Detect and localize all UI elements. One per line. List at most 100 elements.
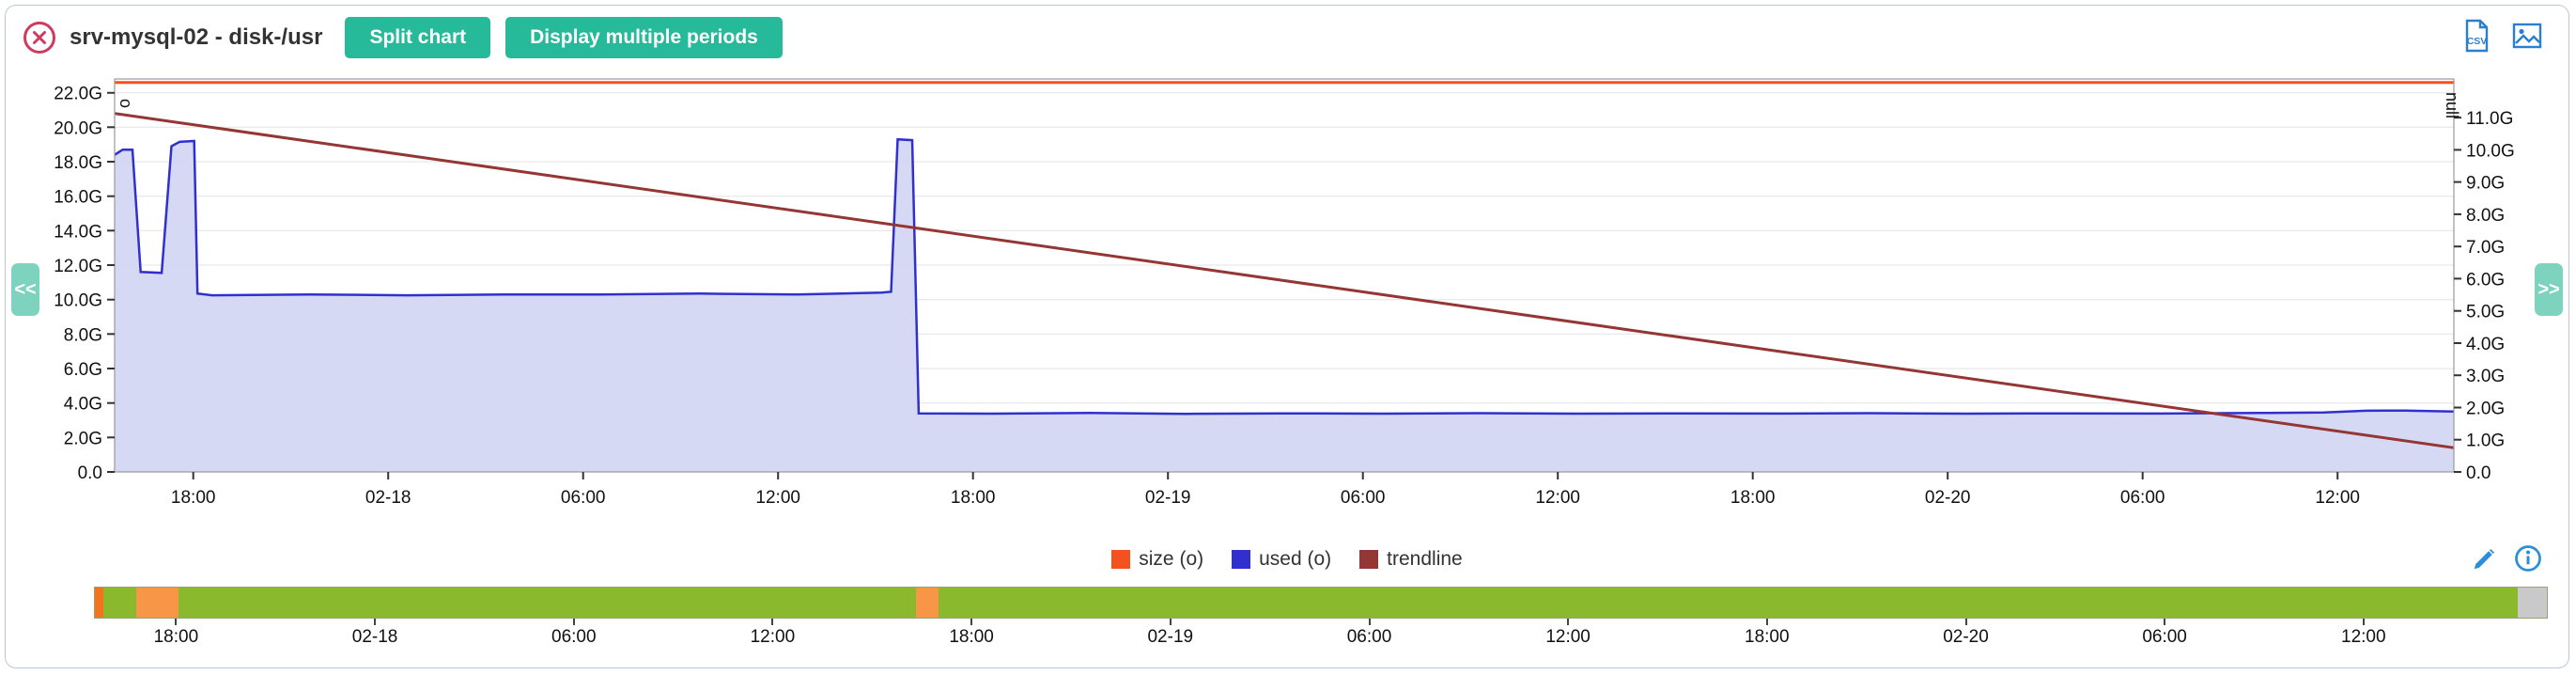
overview-tick-label: 18:00 <box>1745 627 1790 647</box>
overview-segment-1[interactable] <box>102 588 136 618</box>
legend-item-2[interactable]: trendline <box>1359 548 1463 571</box>
overview-tick-label: 18:00 <box>949 627 994 647</box>
legend-item-0[interactable]: size (o) <box>1111 548 1203 571</box>
legend-row: size (o) used (o) trendline <box>6 540 2568 579</box>
overview-segment-5[interactable] <box>939 588 2518 618</box>
y-axis-right: 0.0 1.0G 2.0G 3.0G 4.0G 5.0G 6.0G 7.0G 8.0G 9.0G 1… <box>2454 109 2515 483</box>
svg-text:12:00: 12:00 <box>2315 488 2360 508</box>
overview-tick <box>771 619 774 625</box>
overview-tick-label: 02-18 <box>351 627 398 647</box>
overview-tick-label: 02-20 <box>1943 627 1989 647</box>
overview-tick <box>1567 619 1570 625</box>
overview-tick <box>175 619 178 625</box>
legend-swatch <box>1111 550 1131 569</box>
svg-text:2.0G: 2.0G <box>2466 400 2505 419</box>
overview-segment-3[interactable] <box>178 588 916 618</box>
legend-label: trendline <box>1387 548 1463 570</box>
timeline-axis: 18:00 02-18 06:00 12:00 18:00 02-19 06:00 12:00… <box>94 619 2548 652</box>
svg-text:12:00: 12:00 <box>1535 488 1580 508</box>
overview-tick <box>1765 619 1768 625</box>
svg-text:8.0G: 8.0G <box>64 325 102 345</box>
overview-segment-0[interactable] <box>95 588 103 618</box>
export-csv-button[interactable]: CSV <box>2458 17 2495 59</box>
svg-text:3.0G: 3.0G <box>2466 367 2505 386</box>
legend-icons <box>2471 544 2542 577</box>
svg-text:18:00: 18:00 <box>1730 488 1776 508</box>
overview-tick-label: 12:00 <box>1545 627 1591 647</box>
csv-export-icon: CSV <box>2465 19 2489 52</box>
series-line-1 <box>114 137 2455 416</box>
disk-usage-chart[interactable]: 18:00 02-18 06:00 12:00 18:00 02-19 06:00 12:00… <box>6 70 2569 540</box>
svg-text:02-18: 02-18 <box>365 488 411 508</box>
overview-tick-label: 06:00 <box>1346 627 1392 647</box>
overview-segment-4[interactable] <box>915 588 939 618</box>
svg-text:06:00: 06:00 <box>561 488 606 508</box>
overview-tick <box>1169 619 1172 625</box>
svg-text:8.0G: 8.0G <box>2466 206 2505 226</box>
graph-info-button[interactable] <box>2514 544 2542 577</box>
display-multiple-periods-button[interactable]: Display multiple periods <box>505 17 783 58</box>
overview-tick-label: 06:00 <box>551 627 597 647</box>
svg-text:6.0G: 6.0G <box>64 360 102 380</box>
overview-tick <box>1368 619 1371 625</box>
svg-text:22.0G: 22.0G <box>54 85 102 104</box>
export-image-button[interactable] <box>2508 17 2546 59</box>
svg-text:12:00: 12:00 <box>755 488 800 508</box>
svg-text:20.0G: 20.0G <box>54 118 102 138</box>
overview-segment-2[interactable] <box>135 588 179 618</box>
legend-label: used (o) <box>1259 548 1332 570</box>
svg-text:12.0G: 12.0G <box>54 257 102 276</box>
graph-panel: srv-mysql-02 - disk-/usr Split chart Dis… <box>5 5 2569 668</box>
info-icon <box>2515 545 2541 572</box>
svg-text:02-19: 02-19 <box>1145 488 1191 508</box>
legend-item-1[interactable]: used (o) <box>1232 548 1331 571</box>
scroll-back-button[interactable]: << <box>11 263 39 316</box>
overview-segment-6[interactable] <box>2517 588 2547 618</box>
overview-tick <box>2362 619 2365 625</box>
legend-label: size (o) <box>1139 548 1204 570</box>
y-axis-left: 0.0 2.0G 4.0G 6.0G 8.0G 10.0G 12.0G 14.0G 16.0G 1… <box>54 85 115 483</box>
svg-text:11.0G: 11.0G <box>2466 109 2513 129</box>
timeline-overview: 18:00 02-18 06:00 12:00 18:00 02-19 06:00 12:00… <box>94 587 2548 652</box>
graph-header: srv-mysql-02 - disk-/usr Split chart Dis… <box>6 6 2568 70</box>
svg-text:14.0G: 14.0G <box>54 222 102 242</box>
x-axis: 18:00 02-18 06:00 12:00 18:00 02-19 06:00 12:00… <box>171 472 2360 508</box>
pencil-icon <box>2474 549 2494 570</box>
overview-tick <box>2164 619 2166 625</box>
svg-text:06:00: 06:00 <box>1341 488 1386 508</box>
split-chart-button[interactable]: Split chart <box>345 17 491 58</box>
right-axis-label: null <box>2443 92 2461 118</box>
overview-tick-label: 12:00 <box>750 627 796 647</box>
left-axis-unit-label: o <box>115 99 133 108</box>
overview-tick <box>572 619 575 625</box>
close-icon <box>23 22 55 54</box>
timeline-brush-bar[interactable] <box>94 587 2548 619</box>
svg-text:6.0G: 6.0G <box>2466 270 2505 290</box>
series-line-2 <box>114 112 2455 449</box>
overview-tick-label: 18:00 <box>153 627 199 647</box>
csv-icon-label: CSV <box>2467 36 2488 47</box>
svg-text:16.0G: 16.0G <box>54 188 102 208</box>
overview-tick <box>1964 619 1967 625</box>
series-area-1 <box>115 139 2454 472</box>
edit-graph-button[interactable] <box>2471 544 2499 577</box>
svg-text:2.0G: 2.0G <box>64 429 102 448</box>
svg-text:0.0: 0.0 <box>2466 463 2491 483</box>
plot-border <box>114 78 2455 473</box>
overview-tick-label: 06:00 <box>2142 627 2187 647</box>
svg-text:18:00: 18:00 <box>951 488 996 508</box>
svg-text:18.0G: 18.0G <box>54 153 102 173</box>
overview-tick <box>970 619 973 625</box>
svg-text:06:00: 06:00 <box>2120 488 2165 508</box>
legend-swatch <box>1359 550 1379 569</box>
image-export-icon <box>2512 23 2542 48</box>
legend-swatch <box>1232 550 1251 569</box>
overview-tick <box>374 619 377 625</box>
scroll-forward-button[interactable]: >> <box>2535 263 2563 316</box>
svg-text:10.0G: 10.0G <box>2466 141 2515 161</box>
close-button[interactable] <box>21 19 58 56</box>
svg-text:4.0G: 4.0G <box>2466 335 2505 354</box>
overview-tick-label: 12:00 <box>2341 627 2386 647</box>
graph-title: srv-mysql-02 - disk-/usr <box>70 24 323 50</box>
svg-text:18:00: 18:00 <box>171 488 216 508</box>
